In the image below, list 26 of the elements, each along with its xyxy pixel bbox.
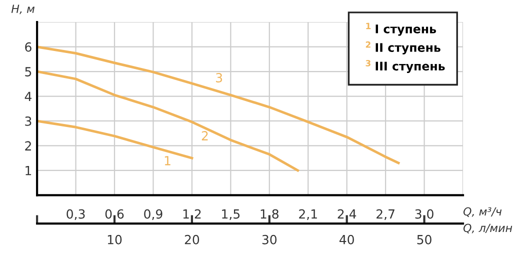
x2-tick-label: 10: [108, 234, 122, 244]
y-tick-label: 6: [25, 42, 32, 52]
x2-tick-label: 40: [340, 234, 354, 244]
x-axis-title: Q, м³/ч: [463, 207, 502, 217]
x-tick-label: 1,5: [222, 209, 240, 220]
x2-tick-label: 50: [417, 234, 432, 244]
x-tick-label: 2,7: [376, 209, 394, 220]
annotation: 2: [202, 131, 208, 140]
y-tick-label: 2: [25, 141, 31, 150]
annotation: 3: [216, 72, 222, 82]
annotation: 1: [164, 156, 170, 166]
legend-label: I ступень: [376, 24, 436, 36]
x-tick-label: 2,1: [299, 209, 317, 220]
legend-label: II ступень: [376, 43, 440, 54]
x2-tick-label: 20: [184, 234, 200, 244]
line-series: [37, 70, 300, 172]
legend-label: III ступень: [376, 62, 445, 73]
y-tick-label: 1: [26, 166, 32, 176]
y-tick-label: 5: [25, 67, 32, 76]
x2-axis-title: Q, л/мин: [463, 224, 512, 234]
y-axis-title: H, м: [11, 4, 35, 14]
y-tick-label: 4: [24, 92, 32, 102]
x-tick-label: 0,9: [144, 209, 162, 220]
y-tick-label: 3: [25, 116, 32, 126]
x2-tick-label: 30: [262, 234, 277, 244]
x-tick-label: 0,3: [66, 209, 85, 220]
